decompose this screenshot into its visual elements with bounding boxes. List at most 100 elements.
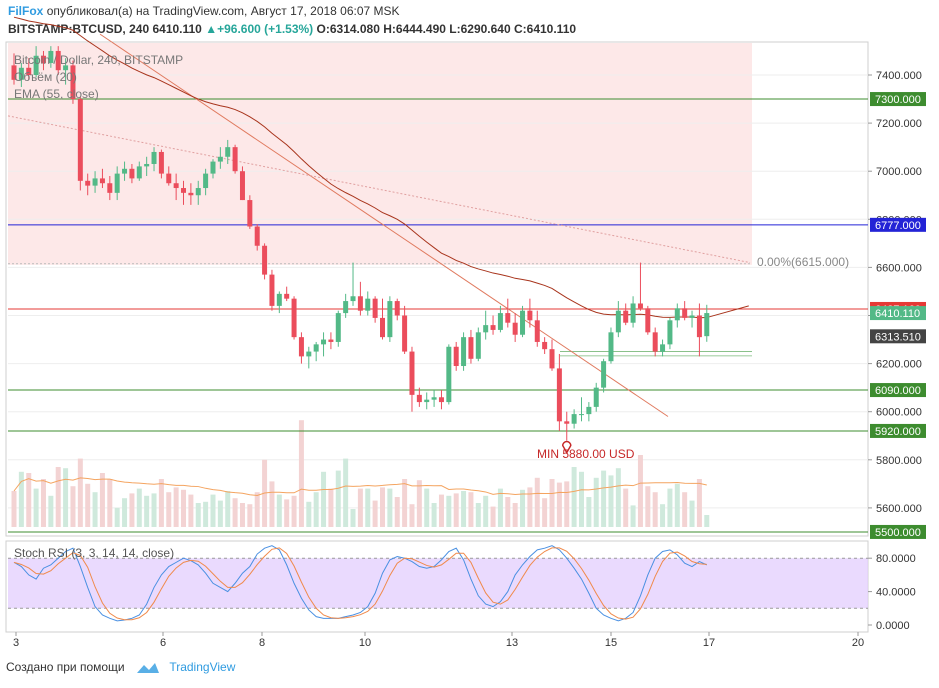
candle[interactable]: [269, 274, 275, 306]
candle[interactable]: [107, 183, 113, 193]
candle[interactable]: [276, 293, 282, 306]
candle[interactable]: [48, 50, 54, 63]
candle[interactable]: [623, 310, 629, 323]
candle[interactable]: [262, 245, 268, 275]
candle[interactable]: [365, 298, 371, 311]
candle[interactable]: [593, 387, 599, 407]
candle[interactable]: [225, 147, 231, 157]
candle[interactable]: [461, 337, 467, 367]
candle[interactable]: [682, 308, 688, 318]
candle[interactable]: [571, 414, 577, 424]
candle[interactable]: [520, 310, 526, 335]
candle[interactable]: [188, 192, 194, 196]
candle[interactable]: [431, 397, 437, 400]
candle[interactable]: [92, 178, 98, 186]
candle[interactable]: [357, 296, 363, 311]
candle[interactable]: [254, 226, 260, 246]
candle[interactable]: [173, 183, 179, 189]
candle[interactable]: [232, 147, 238, 172]
candle[interactable]: [586, 406, 592, 415]
candle[interactable]: [704, 313, 710, 337]
candle[interactable]: [637, 303, 643, 309]
candle[interactable]: [453, 346, 459, 367]
candle[interactable]: [556, 368, 562, 422]
candle[interactable]: [166, 173, 172, 184]
candle[interactable]: [181, 188, 187, 193]
fib-label: 0.00%(6615.000): [757, 255, 849, 269]
candle[interactable]: [210, 161, 216, 174]
candle[interactable]: [608, 332, 614, 362]
candle[interactable]: [542, 341, 548, 350]
candle[interactable]: [85, 180, 91, 186]
candle[interactable]: [468, 337, 474, 359]
candle[interactable]: [416, 394, 422, 403]
candle[interactable]: [660, 344, 666, 352]
candle[interactable]: [350, 296, 356, 302]
candle[interactable]: [144, 163, 150, 167]
candle[interactable]: [11, 65, 17, 80]
footer-brand-link[interactable]: TradingView: [169, 660, 236, 674]
candle[interactable]: [335, 313, 341, 342]
candle[interactable]: [195, 188, 201, 196]
candle[interactable]: [645, 308, 651, 333]
candle[interactable]: [18, 67, 24, 80]
candle[interactable]: [151, 151, 157, 164]
candle[interactable]: [114, 173, 120, 193]
candle[interactable]: [26, 67, 32, 75]
candle[interactable]: [55, 50, 61, 71]
candle[interactable]: [247, 200, 253, 227]
candle[interactable]: [689, 315, 695, 318]
candle[interactable]: [298, 337, 304, 357]
candle[interactable]: [438, 397, 444, 403]
author-name[interactable]: FilFox: [8, 4, 44, 18]
candle[interactable]: [99, 178, 105, 184]
candle[interactable]: [615, 310, 621, 333]
candle[interactable]: [674, 308, 680, 321]
candle[interactable]: [409, 351, 415, 395]
candle[interactable]: [696, 315, 702, 338]
candle[interactable]: [291, 298, 297, 338]
candle[interactable]: [534, 320, 540, 342]
candle[interactable]: [446, 346, 452, 403]
candle[interactable]: [549, 349, 555, 369]
candle[interactable]: [652, 332, 658, 352]
candle[interactable]: [578, 414, 584, 416]
candle[interactable]: [394, 301, 400, 316]
candle[interactable]: [306, 351, 312, 357]
candle[interactable]: [129, 168, 135, 179]
candle[interactable]: [40, 55, 46, 63]
y-tick-label: 7000.000: [876, 166, 922, 178]
candle[interactable]: [239, 171, 245, 201]
candle[interactable]: [497, 313, 503, 330]
candle[interactable]: [483, 325, 489, 333]
candle[interactable]: [70, 65, 76, 100]
candle[interactable]: [321, 339, 327, 345]
candle[interactable]: [601, 361, 607, 388]
candle[interactable]: [203, 173, 209, 189]
candle[interactable]: [136, 166, 142, 179]
candle[interactable]: [527, 310, 533, 321]
candle[interactable]: [387, 301, 393, 338]
candle[interactable]: [424, 399, 430, 403]
candle[interactable]: [380, 317, 385, 338]
candle[interactable]: [122, 168, 128, 174]
candle[interactable]: [667, 320, 673, 345]
candle[interactable]: [475, 332, 481, 359]
candle[interactable]: [158, 151, 164, 174]
candle[interactable]: [343, 301, 349, 314]
candle[interactable]: [505, 313, 511, 323]
candle[interactable]: [217, 156, 223, 162]
candle[interactable]: [313, 344, 319, 352]
candle[interactable]: [512, 322, 518, 335]
candle[interactable]: [564, 421, 570, 424]
candle[interactable]: [63, 65, 69, 71]
candle[interactable]: [33, 55, 39, 75]
candle[interactable]: [77, 99, 83, 181]
candle[interactable]: [328, 339, 334, 342]
candle[interactable]: [372, 298, 378, 318]
candle[interactable]: [402, 315, 408, 352]
candle[interactable]: [284, 293, 290, 299]
candle[interactable]: [490, 325, 496, 330]
candle[interactable]: [630, 303, 636, 323]
